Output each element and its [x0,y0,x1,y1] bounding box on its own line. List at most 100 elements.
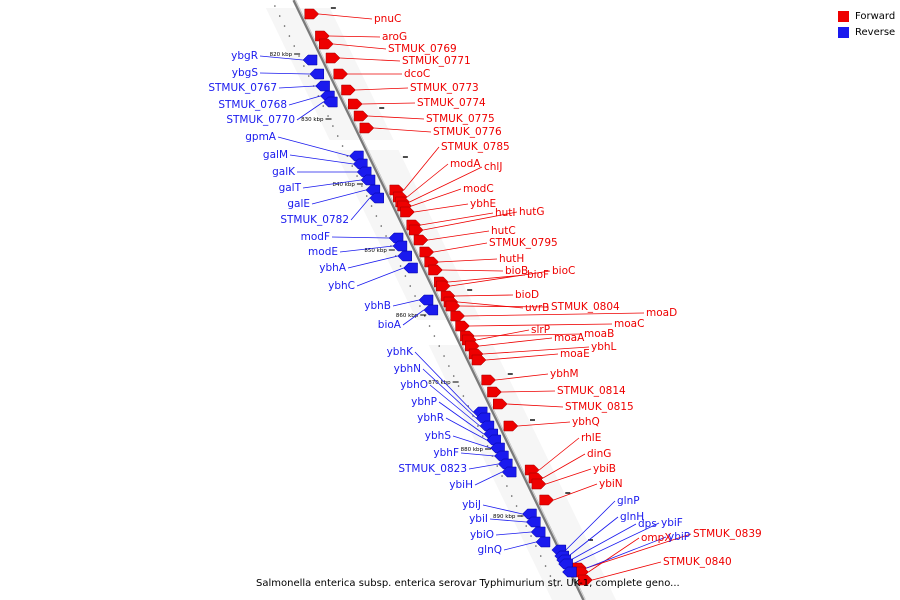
map-caption: Salmonella enterica subsp. enterica sero… [256,578,680,589]
gene-moac-feature [455,320,470,332]
scale-dot [385,235,387,237]
gene-ybii-leader [489,518,527,523]
scale-dot [375,215,378,217]
gene-ding-label: dinG [587,448,611,460]
gene-stmuk-0804-feature [445,300,461,312]
gene-hutg-feature [408,224,424,236]
scale-dot [419,305,421,307]
gene-bioa-leader [402,309,425,326]
scale-dot [380,225,383,227]
gene-stmuk-0785-label: STMUK_0785 [441,141,510,153]
gene-ybib-feature [531,478,547,490]
gene-stmuk-0770-label: STMUK_0770 [226,114,295,126]
gene-ybhm-label: ybhM [550,368,579,380]
label-leaders [259,13,692,581]
gene-stmuk-0782-leader [350,197,371,221]
scale-dot [448,365,450,367]
gene-glnq-leader [503,541,537,551]
gene-modc-label: modC [463,183,494,195]
gene-galm-leader [289,154,354,165]
gene-ybgs-leader [259,72,310,75]
gene-ybip-feature [562,566,577,578]
gene-moae-leader [485,353,559,361]
gene-glnh-label: glnH [620,511,644,523]
gene-ybij-leader [482,504,523,515]
gene-ybhp-leader [438,401,484,435]
gene-stmuk-0815-leader [507,403,564,408]
scale-dot [370,205,373,207]
gene-moac-leader [469,323,613,327]
scale-dot [288,35,291,37]
gene-ybij-label: ybiJ [462,499,481,511]
scale-dot [404,275,407,277]
gene-ybha-leader [347,255,398,269]
gene-ybif-leader [572,522,660,565]
genome-backbone [292,0,586,600]
gene-stmuk-0769-leader [333,43,387,50]
scale-dot [414,295,416,297]
legend-label-forward: Forward [855,10,896,22]
scale-dot [307,75,310,77]
gene-galk-label: galK [272,166,296,178]
gene-rhle-label: rhlE [581,432,601,444]
gene-galm-label: galM [263,149,288,161]
gene-rhle-leader [538,437,580,471]
tick-label: 880 kbp [461,447,484,453]
gene-stmuk-0815-label: STMUK_0815 [565,401,634,413]
gene-ybhb-feature [418,294,434,306]
gene-ybhe-feature [400,206,415,218]
gene-stmuk-0774-feature [348,98,363,110]
scale-dot [539,555,542,557]
gene-ybii-feature [525,516,541,528]
gene-ybin-leader [553,483,598,501]
gene-stmuk-0840-feature [578,574,593,586]
scale-ticks: 820 kbp 830 kbp 840 kbp 850 kbp 860 kbp 870 k… [270,7,593,541]
gene-ding-leader [542,453,586,479]
gene-ybhl-label: ybhL [591,341,617,353]
gene-stmuk-0771-feature [325,52,341,64]
gene-stmuk-0774-leader [362,102,416,105]
gene-biod-leader [455,294,514,297]
gene-ybgr-label: ybgR [231,50,258,62]
scale-dot [457,385,460,387]
gene-stmuk-0804-label: STMUK_0804 [551,301,620,313]
gene-gpma-leader [277,136,350,157]
scale-dot [293,45,296,47]
gene-moac-label: moaC [614,318,644,330]
gene-ybhs-label: ybhS [425,430,452,442]
gene-hutg-label: hutG [519,206,545,218]
gene-biob-feature [428,264,443,276]
gene-ybhf-leader [460,452,495,457]
gene-moad-feature [450,310,466,322]
scale-dot [365,195,368,197]
scale-dot [351,165,354,167]
gene-ybih-feature [501,466,517,478]
gene-dcoc-feature [333,68,349,80]
scale-dot [322,105,325,107]
gene-ybgs-feature [309,68,325,80]
scale-dot [443,355,445,357]
gene-biod-label: bioD [515,289,539,301]
gene-stmuk-0773-leader [355,87,409,91]
gene-moab-label: moaB [584,328,614,340]
gene-ybib-leader [545,468,592,485]
gene-huti-label: hutI [495,207,516,219]
gene-huth-label: hutH [499,253,524,265]
gene-stmuk-0776-feature [359,122,375,134]
scale-dot [544,565,547,567]
gene-galt-leader [302,179,362,189]
tick-label: 830 kbp [301,117,324,123]
gene-dps-leader [570,523,637,561]
gene-stmuk-0767-feature [315,80,330,92]
gene-gale-leader [311,189,366,205]
gene-modc-leader [411,188,462,207]
scale-dot [274,5,276,7]
gene-moae-feature [471,354,487,366]
gene-stmuk-0767-label: STMUK_0767 [208,82,277,94]
gene-ybio-feature [530,526,546,538]
gene-ybhq-feature [503,420,519,432]
gene-ybhp-label: ybhP [411,396,437,408]
gene-ybhk-leader [414,351,474,413]
scale-dot [496,465,499,467]
gene-biof-leader [448,274,526,283]
